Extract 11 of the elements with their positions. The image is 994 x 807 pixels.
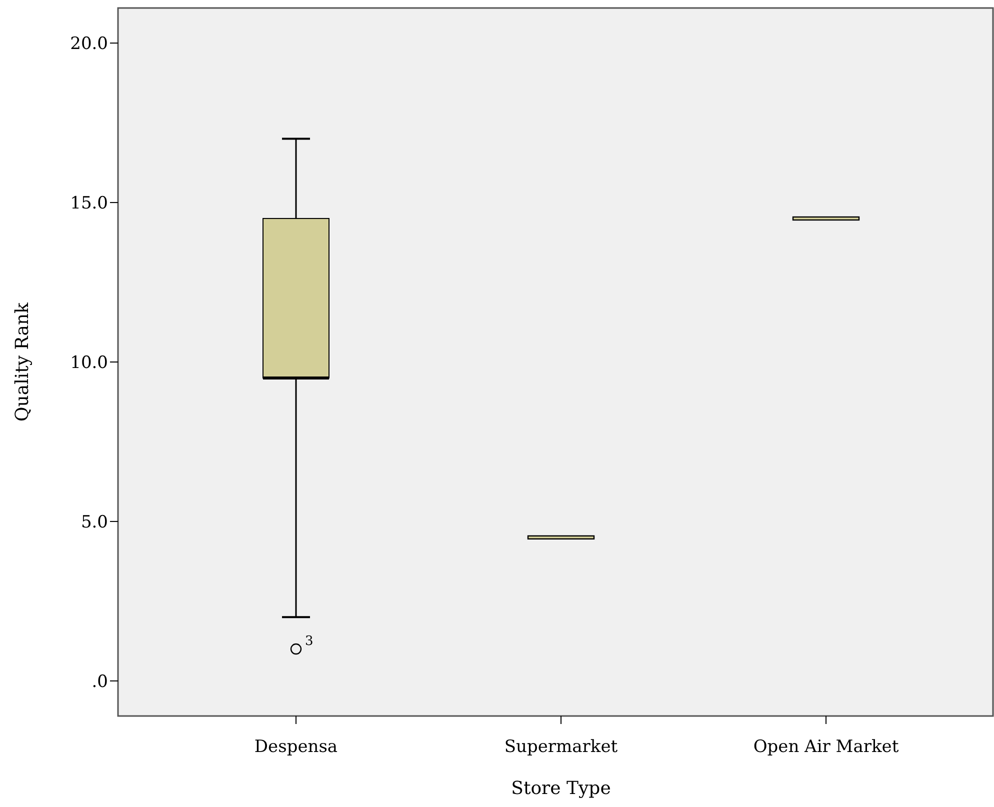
- annotation: 3: [305, 634, 314, 650]
- x-tick-label: Despensa: [254, 737, 338, 757]
- y-tick-label: 15.0: [70, 193, 108, 214]
- y-tick-label: 20.0: [70, 34, 108, 54]
- y-tick-label: 10.0: [70, 352, 108, 373]
- y-tick-label: 5.0: [80, 512, 108, 532]
- y-axis-title: Quality Rank: [12, 301, 33, 422]
- x-tick-label: Supermarket: [504, 737, 618, 757]
- x-tick-label: Open Air Market: [753, 737, 899, 757]
- y-tick-label: .0: [92, 672, 108, 692]
- x-axis-title: Store Type: [511, 778, 611, 799]
